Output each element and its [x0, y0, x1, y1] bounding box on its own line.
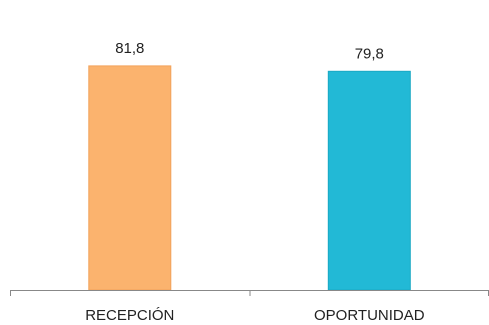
labels-layer: 81,8 RECEPCIÓN 79,8 OPORTUNIDAD: [85, 40, 425, 324]
bar-recepcion: [88, 65, 172, 291]
x-tick-label-recepcion: RECEPCIÓN: [85, 307, 174, 324]
bar-oportunidad: [327, 70, 411, 291]
data-label-recepcion: 81,8: [115, 40, 144, 57]
data-label-oportunidad: 79,8: [355, 45, 384, 62]
bars-layer: [88, 65, 411, 291]
x-tick-label-oportunidad: OPORTUNIDAD: [314, 307, 425, 324]
